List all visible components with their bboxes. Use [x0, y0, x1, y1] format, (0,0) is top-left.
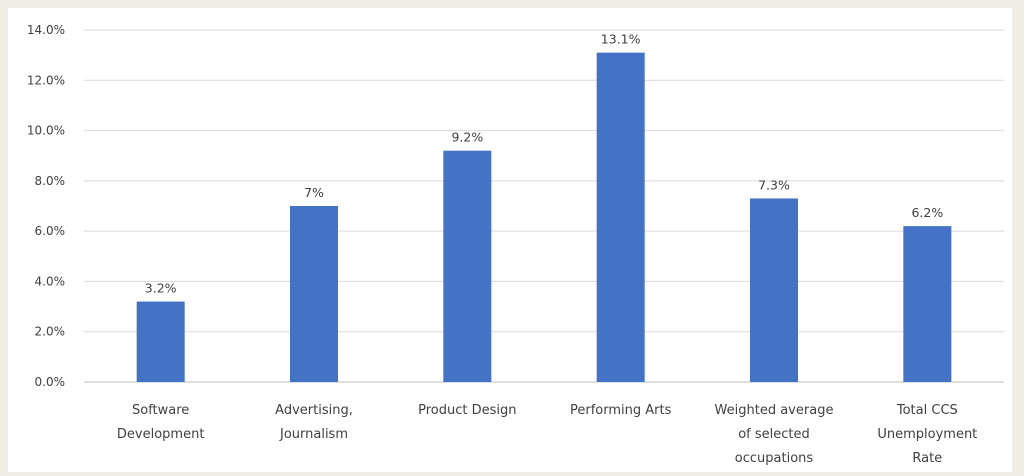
x-category-label: Product Design	[418, 403, 516, 418]
y-tick-label: 10.0%	[27, 124, 65, 138]
y-tick-label: 4.0%	[35, 274, 66, 288]
y-tick-label: 8.0%	[35, 174, 66, 188]
data-label: 7.3%	[758, 177, 790, 192]
bar	[750, 198, 798, 382]
x-category-label: Advertising, Journalism	[275, 403, 353, 442]
x-category-label: Performing Arts	[570, 403, 672, 418]
y-tick-label: 12.0%	[27, 73, 65, 87]
bar	[443, 150, 492, 382]
data-label: 3.2%	[145, 281, 177, 296]
bar	[290, 206, 338, 382]
chart-panel: 0.0% 2.0% 4.0% 6.0% 8.0% 10.0% 12.0% 14.0% 3.2% S…	[8, 8, 1012, 472]
data-label: 7%	[304, 185, 324, 200]
data-label: 9.2%	[451, 130, 483, 145]
bar	[596, 52, 645, 382]
bar	[136, 301, 185, 382]
data-label: 6.2%	[911, 205, 943, 220]
bar	[903, 226, 952, 382]
y-tick-label: 2.0%	[35, 325, 66, 339]
bar-chart: 0.0% 2.0% 4.0% 6.0% 8.0% 10.0% 12.0% 14.0% 3.2% S…	[27, 23, 1004, 466]
x-category-label: Total CCS Unemployment Rate	[877, 403, 977, 466]
y-tick-label: 0.0%	[35, 375, 66, 389]
x-category-label: Software Development	[117, 403, 205, 442]
data-label: 13.1%	[601, 32, 641, 47]
y-tick-label: 14.0%	[27, 23, 65, 37]
y-tick-label: 6.0%	[35, 224, 66, 238]
x-category-label: Weighted average of selected occupations	[715, 403, 834, 466]
